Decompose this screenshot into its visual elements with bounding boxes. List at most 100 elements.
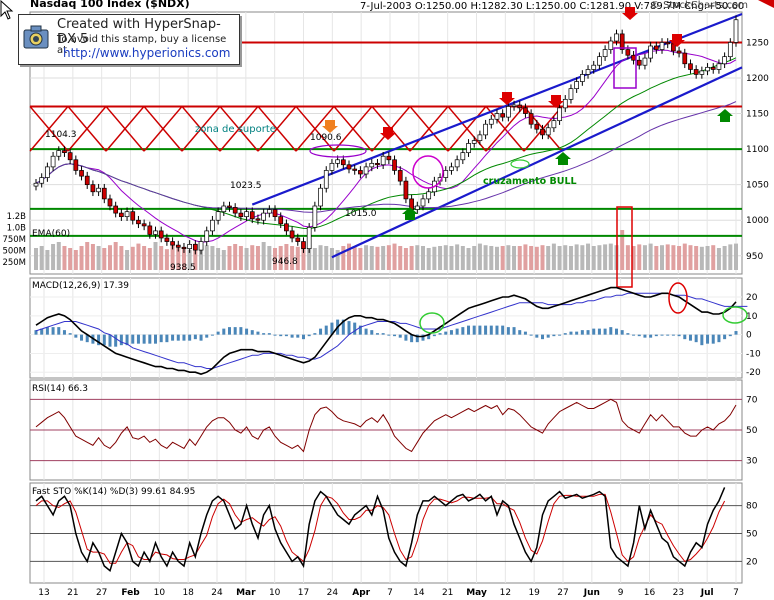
macd-histogram-bar [80,334,84,341]
candle-body [232,207,238,214]
volume-bar [113,242,118,270]
zone-hatch [447,105,487,152]
x-tick-label: 10 [269,588,281,598]
macd-histogram-bar [182,334,186,341]
volume-bar [506,245,511,270]
annotations: zona de suporte cruzamento BULL 1104.3 1090… [45,7,733,288]
macd-highlight-ellipse [419,312,445,334]
x-tick-label: 9 [618,588,624,598]
macd-tick-label: 0 [746,331,752,341]
macd-histogram-bar [40,328,44,335]
candle-body [659,42,665,50]
candle-body [130,211,136,221]
candle-body [73,159,79,171]
macd-histogram-bar [575,331,579,335]
volume-bar [301,242,306,270]
candle-body [705,66,710,72]
volume-bar [523,244,528,270]
stamp-url[interactable]: http://www.hyperionics.com [63,46,231,60]
candle-body [335,159,340,164]
volume-bar [392,243,397,270]
x-tick-label: Jun [583,588,600,598]
candle-body [636,59,642,66]
candle-body [90,184,96,193]
volume-tick-label: 1.2B [7,212,27,222]
x-tick-label: 17 [298,588,309,598]
macd-histogram-bar [62,330,66,335]
volume-bar [682,243,687,270]
candle-body [494,113,500,120]
zone-hatch [219,105,259,152]
macd-histogram-bar [518,330,522,335]
macd-histogram-bar [227,327,231,335]
candle-body [249,211,255,220]
volume-bar [62,246,67,270]
macd-histogram-bar [68,333,72,335]
macd-histogram-bar [484,325,488,335]
x-tick-label: 13 [38,588,49,598]
volume-bar [568,246,573,270]
candle-body [318,187,323,207]
price-tick-label: 950 [746,252,763,262]
volume-bar [199,246,204,270]
macd-histogram-bar [239,327,243,335]
candle-body [153,230,158,235]
ma-long-line [35,101,737,213]
volume-tick-label: 750M [2,235,26,245]
volume-bar [375,246,380,270]
candle-body [101,187,107,200]
candle-body [557,107,562,122]
volume-bar [381,246,386,270]
macd-histogram-bar [119,334,123,346]
rsi-line [35,398,737,453]
candle-body [164,237,170,242]
zone-hatch [333,105,373,152]
candle-body [648,45,653,59]
volume-bar [591,246,596,270]
volume-bar [483,245,488,270]
macd-histogram-bar [45,327,49,335]
volume-bar [694,246,699,270]
zone-hatch [295,105,335,152]
volume-tick-label: 500M [2,247,26,257]
macd-histogram-bar [620,330,624,335]
macd-histogram-bar [734,331,738,335]
macd-histogram-bar [654,334,658,337]
macd-histogram-bar [649,334,653,338]
macd-histogram-bar [706,334,710,344]
candle-body [329,162,335,171]
volume-bar [586,243,591,270]
candle-body [33,182,39,187]
volume-bar [39,246,44,270]
candle-body [79,170,84,177]
macd-histogram-bar [279,334,283,337]
macd-histogram-bar [512,327,516,335]
volume-bar [324,246,329,270]
candle-body [591,64,597,70]
macd-tick-label: -20 [746,368,761,378]
macd-histogram-bar [262,333,266,335]
volume-bar [398,246,403,270]
x-tick-label: 21 [442,588,453,598]
volume-bar [347,243,352,270]
candle-body [688,63,693,70]
candle-body [113,205,119,214]
macd-histogram-bar [597,328,601,335]
volume-bar [79,246,84,270]
macd-histogram-bar [438,333,442,335]
macd-histogram-bar [154,334,158,344]
rsi-tick-label: 50 [746,426,758,436]
volume-bar [688,245,693,270]
sto-title: Fast STO %K(14) %D(3) 99.61 84.95 [32,487,195,497]
volume-bar [34,248,38,270]
candle-body [710,66,716,70]
volume-bar [443,245,448,270]
macd-histogram-bar [523,331,527,335]
x-tick-label: 27 [96,588,107,598]
candle-body [204,230,210,242]
candle-body [614,33,619,42]
macd-histogram-bar [102,334,106,346]
volume-bar [284,244,289,270]
volume-bar [261,242,266,270]
candle-body [449,166,454,171]
